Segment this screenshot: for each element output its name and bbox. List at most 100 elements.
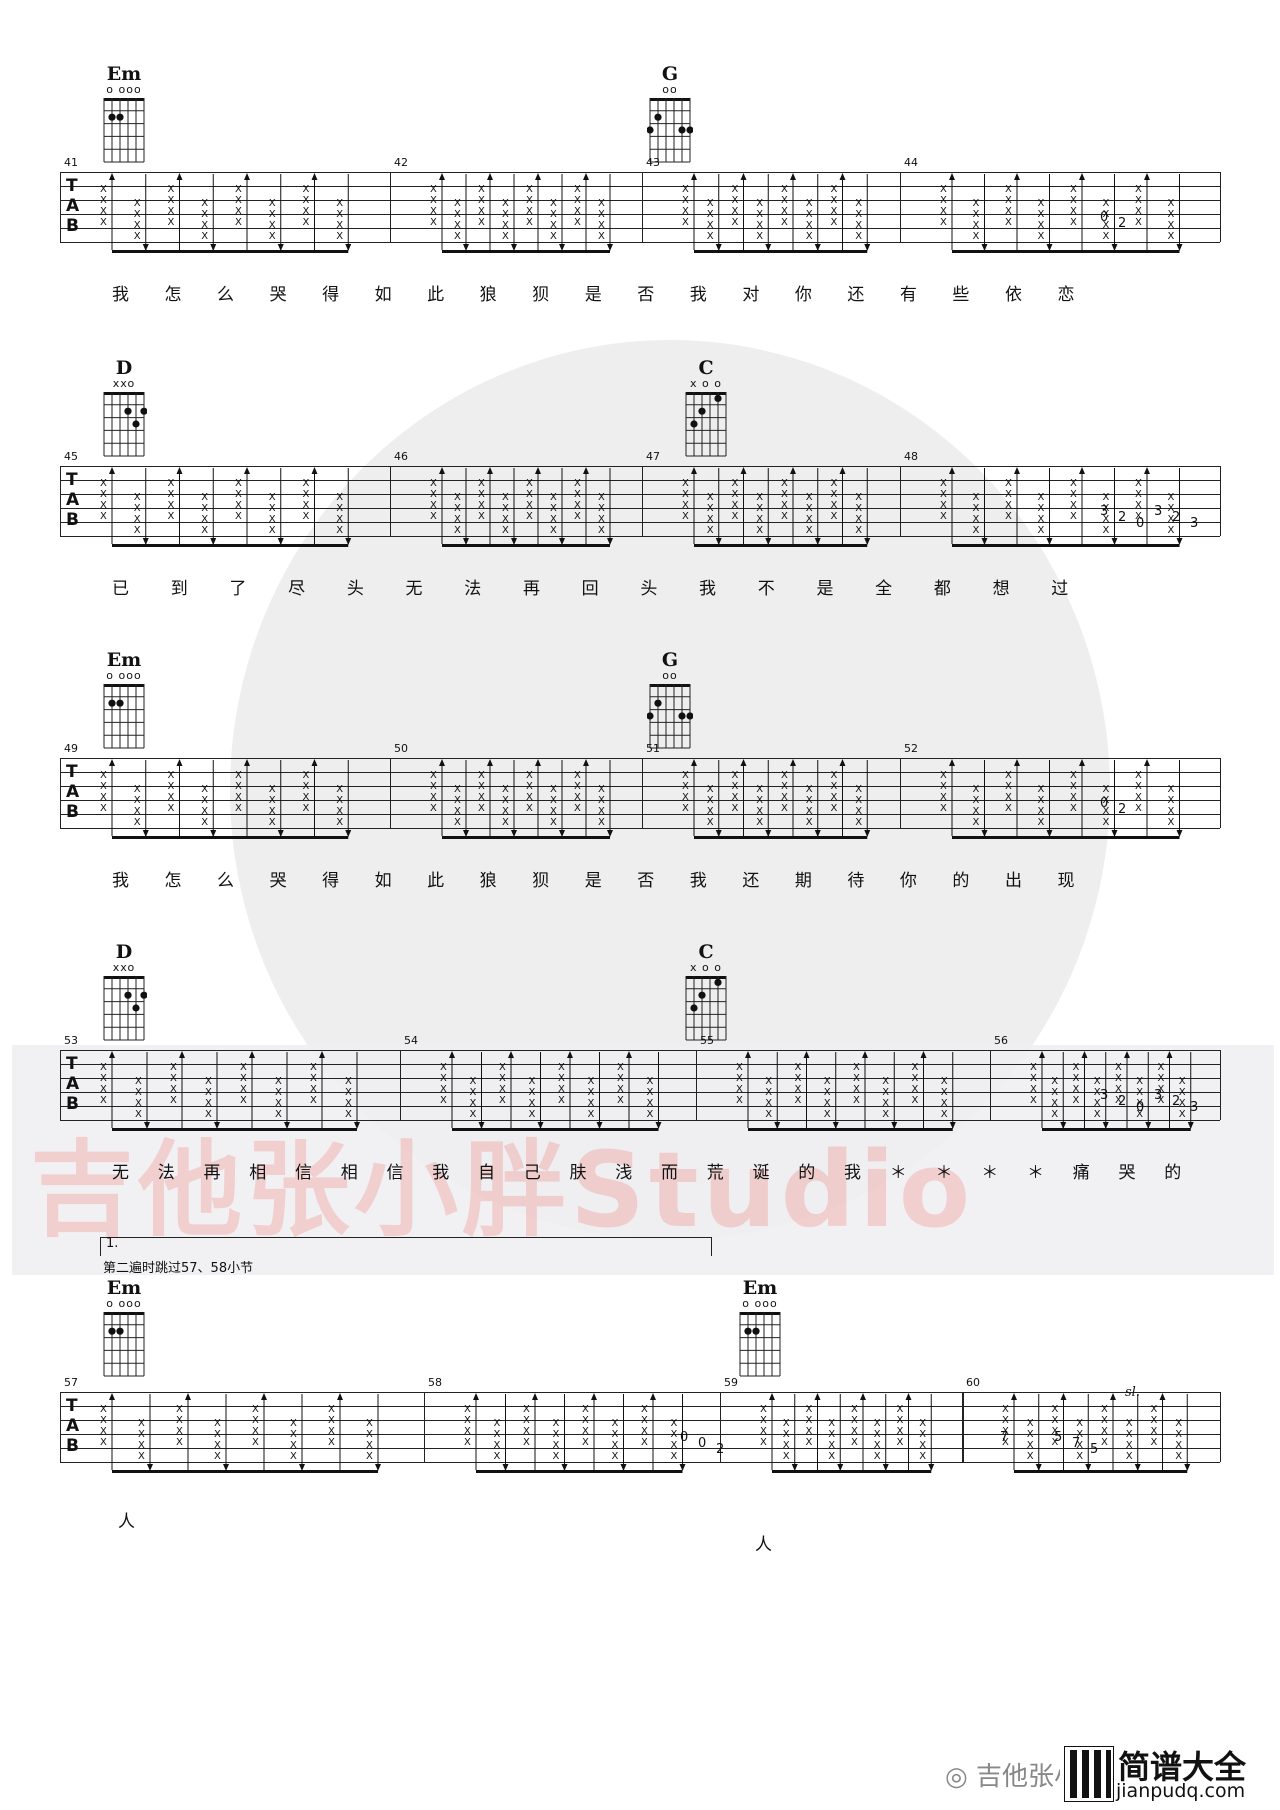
svg-text:X: X [1179,1098,1186,1109]
string-line [60,480,1220,481]
svg-text:X: X [973,198,980,209]
svg-text:X: X [882,1098,889,1109]
svg-text:X: X [765,1087,772,1098]
svg-text:X: X [269,492,276,503]
svg-text:X: X [336,784,343,795]
svg-text:X: X [170,1073,177,1084]
svg-text:X: X [940,511,947,522]
svg-text:X: X [550,220,557,231]
svg-text:X: X [853,1073,860,1084]
svg-text:X: X [598,514,605,525]
tab-system: T A B 41 42 43 44 X X X X X X X X X X X X X X X X X X X X X X X X X X X X X… [60,156,1221,253]
svg-text:X: X [328,1437,335,1448]
fret-number: 7 [1000,1430,1009,1445]
open-string-marks: o ooo [742,1297,778,1310]
svg-text:X: X [1051,1098,1058,1109]
svg-text:X: X [682,478,689,489]
svg-text:X: X [853,1095,860,1106]
svg-text:X: X [919,1451,926,1462]
fret-number: 0 [1100,210,1109,225]
svg-text:X: X [252,1404,259,1415]
svg-text:X: X [494,1440,501,1451]
svg-text:X: X [1158,1073,1165,1084]
svg-text:X: X [1168,806,1175,817]
svg-text:X: X [275,1087,282,1098]
svg-text:X: X [1168,503,1175,514]
svg-text:X: X [502,817,509,828]
lyric-syllable: ＊ [889,1163,909,1183]
fret-number: 2 [1172,1094,1181,1109]
svg-text:X: X [1076,1451,1083,1462]
svg-text:X: X [205,1076,212,1087]
open-string-marks: o ooo [106,1297,142,1310]
svg-text:X: X [806,231,813,242]
svg-text:X: X [1076,1418,1083,1429]
svg-text:X: X [328,1426,335,1437]
svg-text:X: X [464,1404,471,1415]
svg-text:X: X [781,781,788,792]
svg-text:X: X [612,1429,619,1440]
svg-text:X: X [100,1095,107,1106]
string-line [60,1050,1220,1051]
svg-text:X: X [235,478,242,489]
svg-text:X: X [1005,184,1012,195]
svg-text:X: X [1070,206,1077,217]
finger-dot [647,126,654,134]
measure-number: 49 [64,742,78,755]
svg-text:X: X [430,792,437,803]
svg-text:X: X [1070,511,1077,522]
svg-text:X: X [550,492,557,503]
svg-text:X: X [214,1418,221,1429]
svg-text:X: X [781,478,788,489]
svg-text:X: X [201,784,208,795]
svg-text:X: X [582,1404,589,1415]
svg-text:X: X [940,770,947,781]
svg-text:X: X [1135,489,1142,500]
svg-text:X: X [303,770,310,781]
svg-text:X: X [973,209,980,220]
svg-text:X: X [831,184,838,195]
svg-text:X: X [707,231,714,242]
svg-text:X: X [919,1418,926,1429]
svg-text:X: X [574,195,581,206]
finger-dot [132,1004,140,1012]
svg-text:X: X [641,1437,648,1448]
finger-dot [140,991,147,999]
svg-text:X: X [1136,1098,1143,1109]
svg-text:X: X [303,478,310,489]
svg-text:X: X [303,781,310,792]
lyric-syllable: 诞 [752,1163,772,1183]
svg-text:X: X [454,198,461,209]
svg-text:X: X [168,781,175,792]
lyric-syllable: 狼 [479,285,499,305]
svg-text:X: X [736,1062,743,1073]
svg-text:X: X [526,478,533,489]
lyric-syllable: 是 [584,285,604,305]
bar-line [990,1050,991,1120]
lyric-syllable: 得 [322,285,342,305]
lyric-syllable: 哭 [1118,1163,1138,1183]
svg-text:X: X [526,792,533,803]
svg-text:X: X [201,209,208,220]
string-line [60,828,1220,829]
svg-text:X: X [201,525,208,536]
svg-text:X: X [831,770,838,781]
finger-dot [678,712,686,720]
svg-text:X: X [874,1418,881,1429]
svg-text:X: X [732,478,739,489]
svg-text:X: X [671,1429,678,1440]
svg-text:X: X [1126,1429,1133,1440]
svg-text:X: X [1070,217,1077,228]
svg-text:X: X [828,1418,835,1429]
svg-text:X: X [831,500,838,511]
svg-text:X: X [290,1440,297,1451]
chord-name: Em [106,649,142,671]
lyric-syllable: 期 [794,871,814,891]
svg-text:X: X [1179,1076,1186,1087]
svg-text:X: X [1070,478,1077,489]
svg-text:X: X [499,1062,506,1073]
svg-text:X: X [1051,1087,1058,1098]
finger-dot [124,991,132,999]
